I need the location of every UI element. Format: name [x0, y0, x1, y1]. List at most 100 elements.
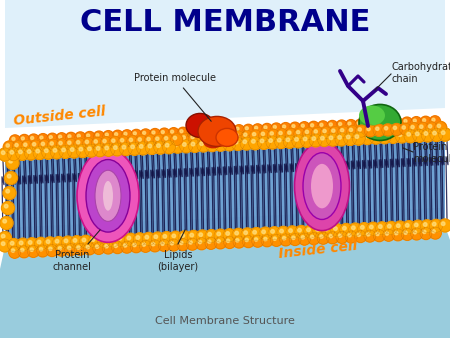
Ellipse shape [359, 105, 385, 125]
Circle shape [34, 237, 47, 250]
Circle shape [395, 232, 398, 235]
Circle shape [70, 148, 74, 151]
Circle shape [162, 134, 174, 146]
Circle shape [102, 242, 114, 254]
Circle shape [159, 128, 170, 139]
Circle shape [112, 130, 123, 141]
Circle shape [273, 237, 276, 240]
Circle shape [341, 128, 344, 132]
Circle shape [75, 132, 86, 143]
Circle shape [103, 131, 114, 142]
Circle shape [267, 129, 279, 141]
Circle shape [373, 230, 385, 242]
Circle shape [286, 138, 290, 142]
Circle shape [37, 240, 41, 244]
Circle shape [47, 139, 59, 151]
Circle shape [115, 132, 117, 136]
Circle shape [111, 143, 124, 156]
Polygon shape [5, 162, 445, 191]
Circle shape [430, 128, 443, 141]
Circle shape [277, 226, 290, 239]
Circle shape [234, 125, 244, 136]
Polygon shape [0, 226, 450, 338]
Circle shape [21, 248, 24, 252]
Text: Outside cell: Outside cell [13, 104, 107, 128]
Circle shape [130, 241, 142, 253]
Circle shape [378, 225, 382, 228]
Circle shape [314, 130, 317, 133]
Circle shape [285, 128, 297, 140]
Circle shape [315, 227, 320, 231]
Circle shape [421, 220, 433, 233]
Circle shape [136, 142, 149, 155]
Circle shape [30, 248, 33, 251]
Circle shape [283, 135, 296, 148]
Circle shape [309, 134, 322, 147]
Circle shape [329, 136, 333, 140]
Circle shape [384, 127, 388, 130]
Circle shape [88, 147, 91, 150]
Circle shape [420, 116, 431, 127]
Circle shape [433, 131, 436, 135]
Circle shape [214, 229, 227, 242]
Circle shape [358, 128, 361, 131]
Circle shape [47, 133, 58, 144]
Circle shape [320, 127, 332, 139]
Circle shape [68, 145, 81, 158]
Circle shape [292, 135, 305, 148]
Circle shape [349, 128, 353, 131]
Circle shape [12, 141, 24, 153]
Circle shape [438, 128, 450, 141]
Circle shape [360, 225, 364, 229]
Circle shape [136, 236, 140, 239]
Circle shape [30, 140, 42, 152]
Circle shape [257, 136, 270, 149]
Circle shape [147, 137, 150, 141]
Circle shape [326, 133, 339, 146]
Circle shape [113, 146, 117, 149]
Circle shape [187, 127, 198, 138]
Circle shape [122, 130, 132, 141]
Circle shape [421, 129, 434, 142]
Circle shape [308, 121, 319, 132]
Circle shape [364, 125, 376, 137]
Circle shape [102, 143, 115, 156]
Circle shape [91, 137, 104, 149]
Circle shape [7, 148, 20, 161]
Circle shape [424, 131, 428, 135]
Circle shape [59, 145, 72, 158]
Circle shape [346, 135, 350, 139]
Circle shape [276, 129, 288, 141]
Text: Protein molecule: Protein molecule [134, 73, 216, 121]
Circle shape [95, 245, 99, 248]
Circle shape [338, 234, 342, 237]
Circle shape [123, 244, 127, 247]
Circle shape [19, 135, 30, 145]
Circle shape [223, 229, 236, 242]
Circle shape [369, 225, 373, 229]
Circle shape [56, 133, 67, 144]
Circle shape [160, 232, 173, 245]
Circle shape [376, 232, 379, 236]
Circle shape [50, 142, 54, 145]
Circle shape [308, 233, 320, 245]
Circle shape [259, 129, 270, 142]
Circle shape [349, 128, 353, 131]
Circle shape [94, 144, 106, 157]
Circle shape [245, 238, 248, 242]
Circle shape [295, 138, 298, 141]
Circle shape [271, 230, 274, 233]
Circle shape [429, 219, 442, 233]
Circle shape [320, 136, 324, 140]
Circle shape [358, 223, 371, 236]
Circle shape [76, 141, 80, 144]
Polygon shape [5, 190, 445, 219]
Circle shape [18, 246, 30, 258]
Circle shape [260, 139, 264, 143]
Circle shape [109, 136, 121, 148]
Circle shape [88, 235, 101, 248]
Circle shape [329, 136, 333, 140]
Circle shape [367, 127, 370, 131]
Circle shape [171, 140, 184, 153]
Circle shape [331, 224, 344, 237]
